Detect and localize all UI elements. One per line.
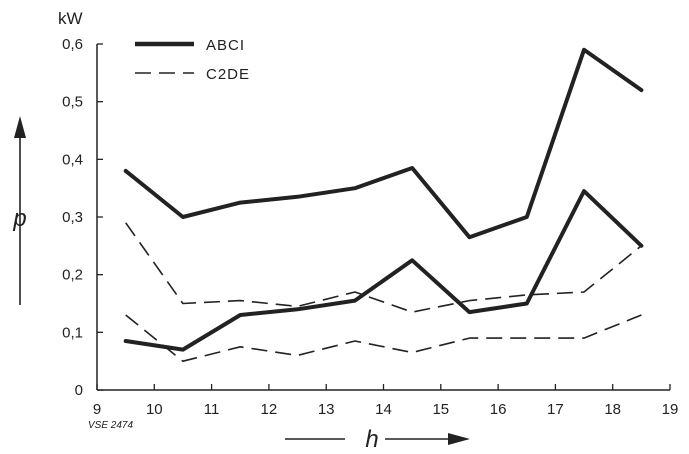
legend-label-abci: ABCI [206,37,245,54]
y-tick-label: 0,4 [62,151,83,168]
x-axis-name: h [365,426,378,453]
x-tick-label: 10 [146,401,163,418]
y-tick-label: 0,3 [62,209,83,226]
y-tick-label: 0 [75,382,83,399]
legend-label-c2de: C2DE [206,66,250,83]
x-tick-label: 9 [93,401,101,418]
ticks: 9 10 11 12 13 14 15 16 17 18 19 0 0,1 0,2 0,3 0,4 0,5 0,6 [62,36,678,418]
series-line-3-dashed [125,222,642,313]
series-line-2-solid [123,189,644,352]
y-axis-name: p [12,205,26,232]
y-axis-arrow [14,116,26,305]
series-layer [123,47,644,363]
figure-reference: VSE 2474 [88,420,133,431]
x-tick-label: 17 [547,401,564,418]
x-tick-label: 12 [261,401,278,418]
y-tick-label: 0,5 [62,94,83,111]
y-tick-label: 0,1 [62,324,83,341]
y-tick-label: 0,2 [62,267,83,284]
x-tick-label: 14 [375,401,392,418]
x-axis-arrow [285,433,470,445]
legend: ABCI C2DE [135,37,250,83]
x-tick-label: 16 [490,401,507,418]
x-tick-label: 13 [318,401,335,418]
x-tick-label: 11 [204,401,220,418]
x-tick-label: 15 [432,401,449,418]
y-tick-label: 0,6 [62,36,83,53]
x-tick-label: 19 [662,401,679,418]
series-line-1-solid [123,47,644,240]
series-line-4-dashed [125,314,642,363]
y-unit-label: kW [58,9,83,28]
x-tick-label: 18 [604,401,621,418]
